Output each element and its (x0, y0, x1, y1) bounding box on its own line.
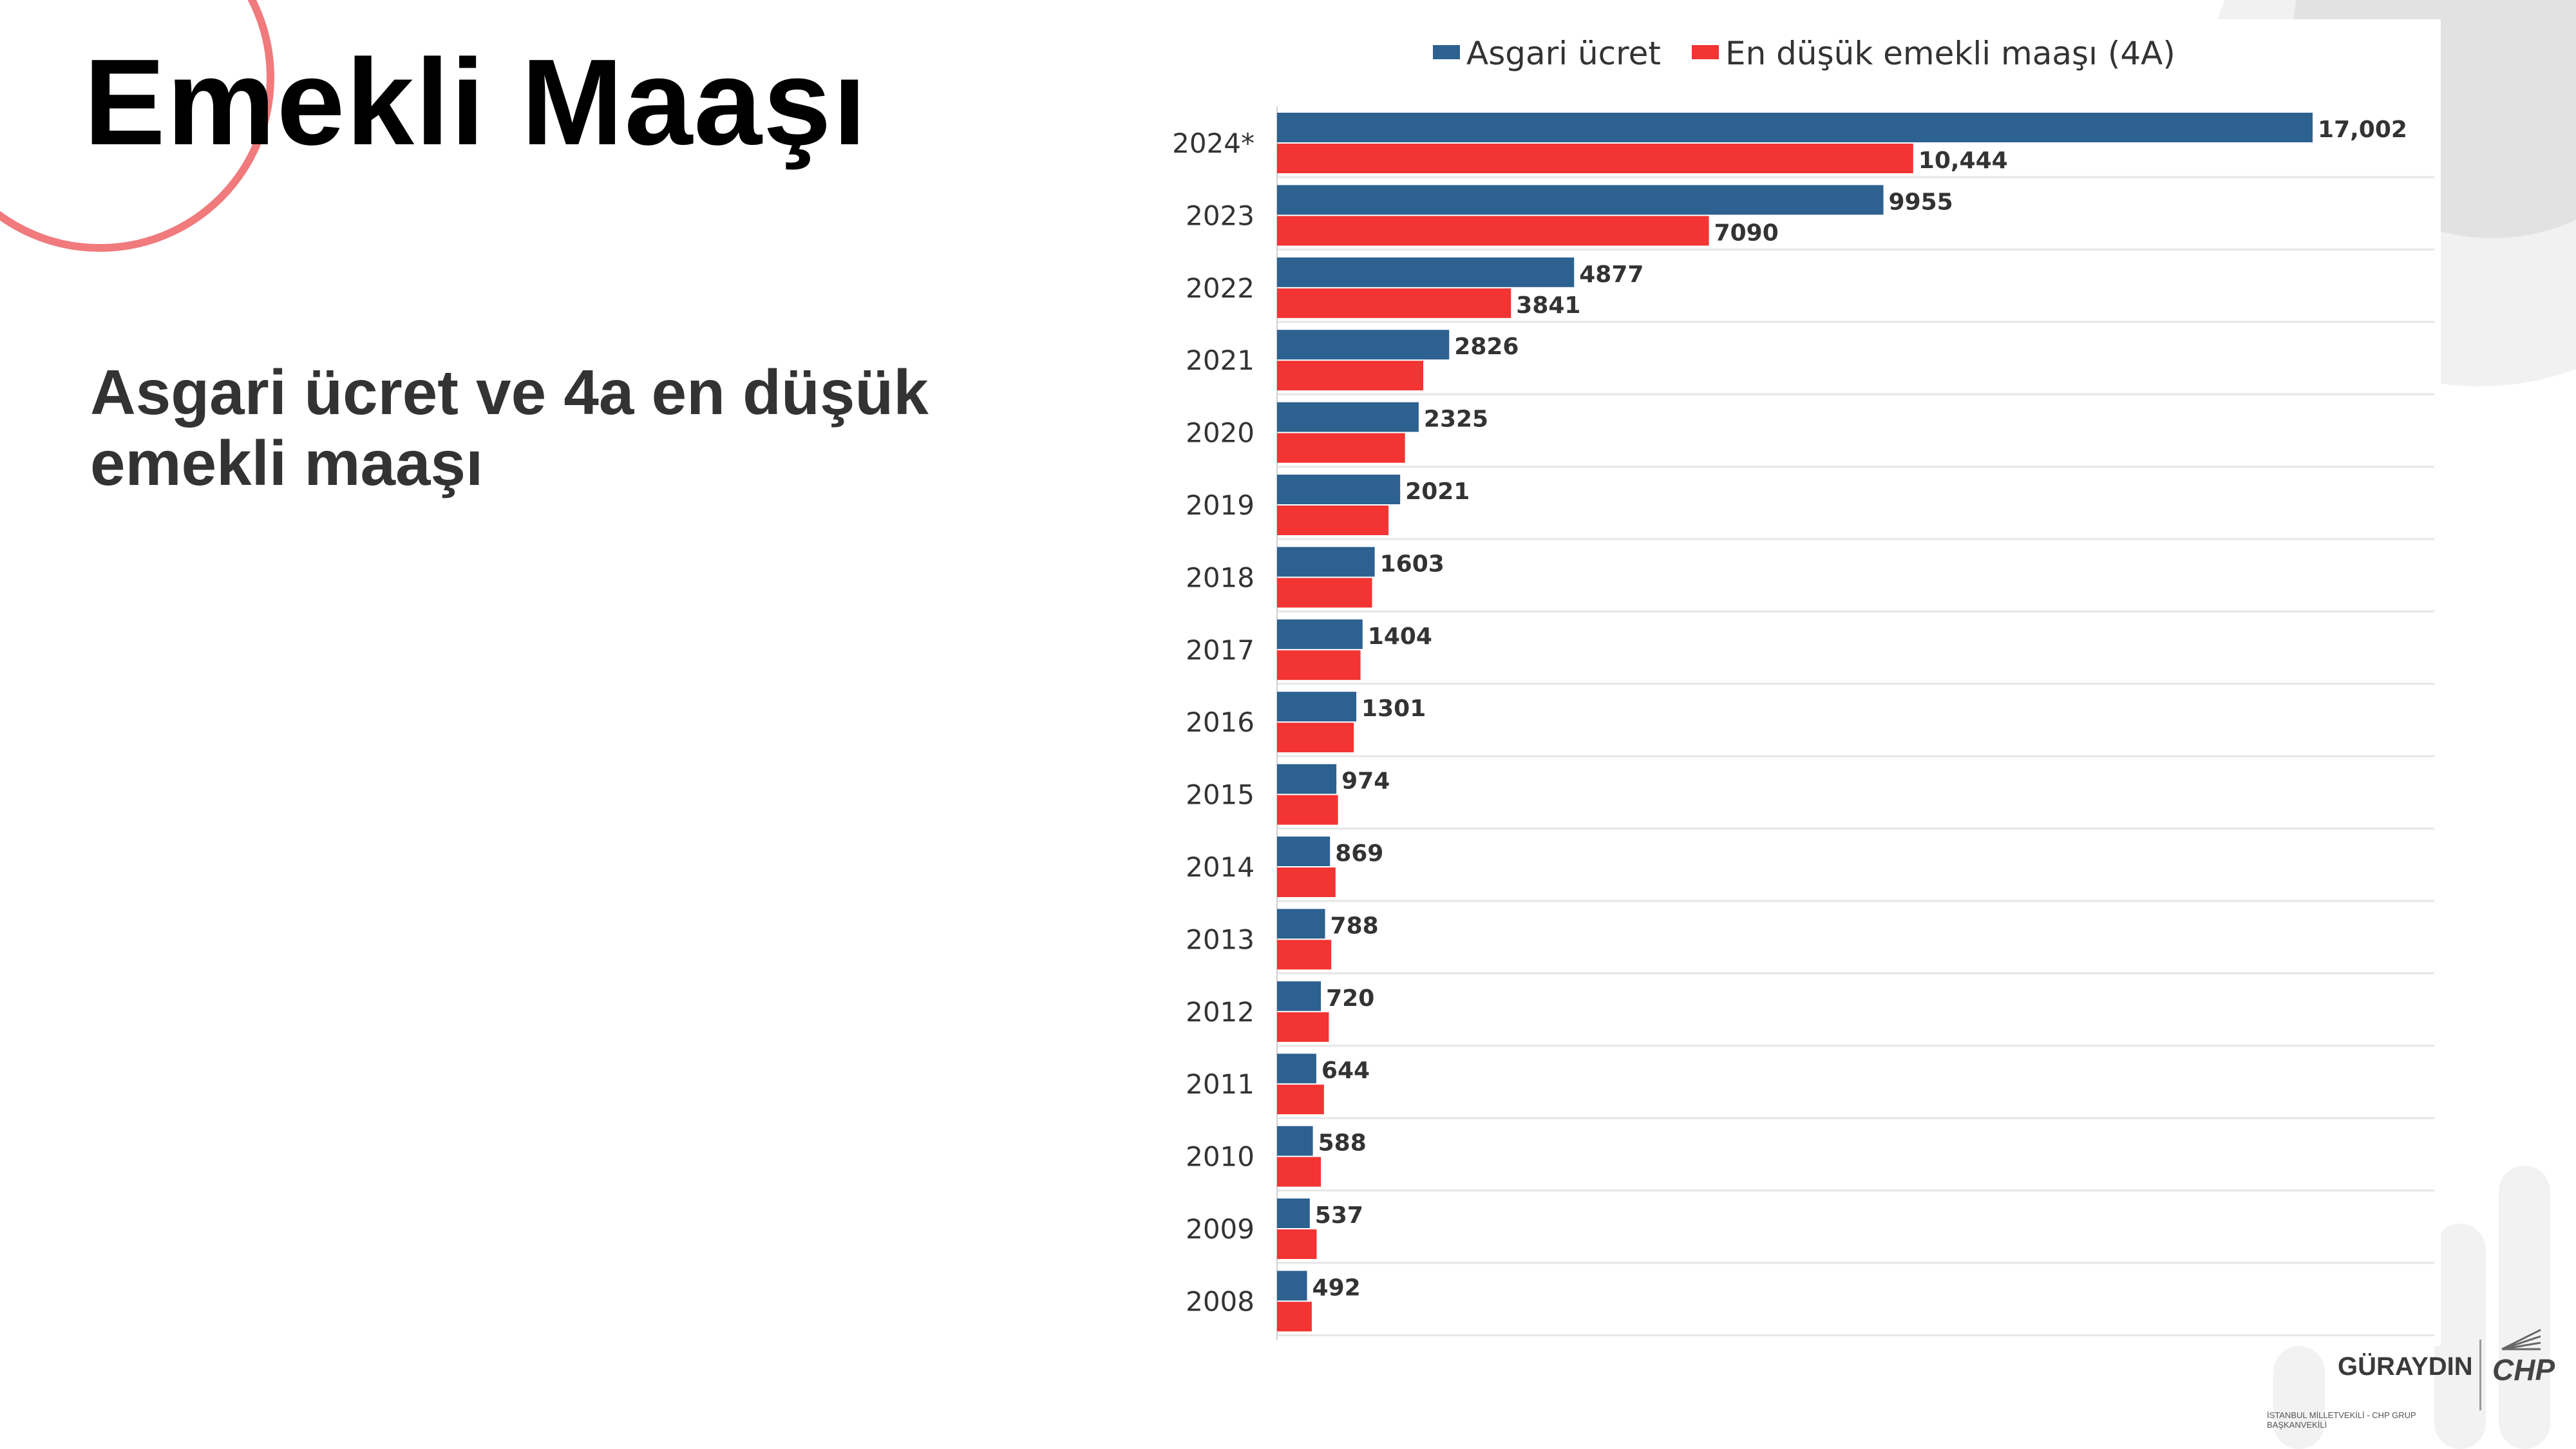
brand-separator (2479, 1340, 2481, 1410)
chart-y-ticks: 2024* 2023 2022 2021 2020 2019 2018 2017 2016 201… (1172, 128, 1255, 1317)
y-tick-label: 2020 (1186, 417, 1255, 449)
data-label: 17,002 (2318, 117, 2407, 143)
data-label: 788 (1331, 913, 1379, 939)
bar-asgari-ucret (1277, 764, 1337, 794)
party-logo-text: CHP (2492, 1353, 2555, 1387)
bar-emekli-maasi (1277, 867, 1336, 897)
data-label: 588 (1318, 1130, 1367, 1157)
data-label: 10,444 (1918, 147, 2008, 174)
y-tick-label: 2012 (1186, 996, 1255, 1028)
y-tick-label: 2014 (1186, 851, 1255, 883)
page-subtitle: Asgari ücret ve 4a en düşük emekli maaşı (90, 357, 992, 499)
bar-emekli-maasi (1277, 1229, 1317, 1259)
bar-emekli-maasi (1277, 506, 1389, 535)
bar-asgari-ucret (1277, 692, 1357, 722)
data-label: 974 (1341, 768, 1390, 795)
chart-legend: Asgari ücret En düşük emekli maaşı (4A) (1433, 35, 2175, 72)
y-tick-label: 2013 (1186, 923, 1255, 955)
bar-asgari-ucret (1277, 1271, 1307, 1301)
bar-emekli-maasi (1277, 795, 1338, 825)
gray-column-1 (2273, 1346, 2325, 1449)
data-label: 2826 (1454, 334, 1519, 360)
bar-emekli-maasi (1277, 1012, 1329, 1042)
page-title: Emekli Maaşı (84, 34, 868, 171)
brand-block: GÜRAYDIN CHP İSTANBUL MİLLETVEKİLİ - CHP… (2267, 1327, 2555, 1430)
data-label: 9955 (1889, 189, 1953, 215)
y-tick-label: 2015 (1186, 779, 1255, 811)
data-label: 644 (1321, 1057, 1370, 1084)
bar-asgari-ucret (1277, 1054, 1316, 1084)
bar-emekli-maasi (1277, 216, 1709, 246)
legend-swatch-0 (1433, 45, 1460, 59)
data-label: 4877 (1579, 261, 1643, 288)
chart-bars (1277, 113, 2313, 1332)
data-label: 2021 (1405, 478, 1470, 505)
bar-emekli-maasi (1277, 1302, 1312, 1332)
data-label: 1603 (1380, 551, 1444, 577)
data-label: 869 (1335, 840, 1383, 867)
y-tick-label: 2022 (1186, 272, 1255, 304)
legend-swatch-1 (1691, 45, 1719, 59)
bar-emekli-maasi (1277, 723, 1354, 753)
brand-name: GÜRAYDIN (2338, 1352, 2473, 1381)
chp-arrows-icon (2501, 1329, 2541, 1350)
bar-asgari-ucret (1277, 837, 1331, 866)
bar-emekli-maasi (1277, 433, 1405, 463)
bar-emekli-maasi (1277, 650, 1361, 680)
subtitle-line-1: Asgari ücret ve 4a en düşük (90, 357, 929, 428)
bar-asgari-ucret (1277, 330, 1450, 360)
bar-emekli-maasi (1277, 288, 1511, 318)
y-tick-label: 2009 (1186, 1213, 1255, 1245)
bar-asgari-ucret (1277, 185, 1884, 215)
brand-subtitle: İSTANBUL MİLLETVEKİLİ - CHP GRUP BAŞKANV… (2267, 1410, 2416, 1430)
bar-emekli-maasi (1277, 578, 1372, 608)
y-tick-label: 2023 (1186, 200, 1255, 231)
bar-emekli-maasi (1277, 144, 1913, 173)
chart-grid (1276, 106, 2434, 1340)
bar-asgari-ucret (1277, 619, 1363, 649)
data-label: 3841 (1516, 292, 1580, 319)
legend-label-1: En düşük emekli maaşı (4A) (1725, 35, 2175, 72)
bar-asgari-ucret (1277, 1126, 1313, 1156)
data-label: 537 (1315, 1202, 1363, 1229)
bar-asgari-ucret (1277, 1198, 1310, 1228)
data-label: 492 (1312, 1274, 1361, 1301)
bar-asgari-ucret (1277, 547, 1375, 577)
data-label: 720 (1326, 985, 1374, 1012)
y-tick-label: 2018 (1186, 562, 1255, 593)
bar-asgari-ucret (1277, 113, 2313, 142)
y-tick-label: 2010 (1186, 1141, 1255, 1173)
bar-asgari-ucret (1277, 981, 1321, 1011)
chart-data-labels: 17,002 10,444 9955 7090 4877 3841 2826 2325 2021… (1312, 117, 2407, 1301)
y-tick-label: 2011 (1186, 1068, 1255, 1100)
accent-circle (0, 0, 274, 252)
legend-label-0: Asgari ücret (1466, 35, 1661, 72)
y-tick-label: 2024* (1172, 128, 1255, 159)
subtitle-line-2: emekli maaşı (90, 427, 484, 498)
bar-emekli-maasi (1277, 361, 1423, 391)
data-label: 1301 (1361, 696, 1426, 722)
y-tick-label: 2016 (1186, 706, 1255, 738)
bar-emekli-maasi (1277, 1084, 1324, 1115)
bar-chart: Asgari ücret En düşük emekli maaşı (4A) 2… (1153, 19, 2441, 1346)
gray-column-3 (2499, 1166, 2550, 1449)
data-label: 7090 (1714, 220, 1779, 246)
bar-asgari-ucret (1277, 909, 1325, 939)
bar-asgari-ucret (1277, 402, 1419, 432)
bar-emekli-maasi (1277, 1157, 1321, 1187)
y-tick-label: 2017 (1186, 634, 1255, 666)
bar-asgari-ucret (1277, 475, 1401, 504)
y-tick-label: 2021 (1186, 345, 1255, 376)
data-label: 2325 (1424, 406, 1488, 433)
gray-column-2 (2434, 1224, 2486, 1449)
y-tick-label: 2019 (1186, 489, 1255, 521)
data-label: 1404 (1368, 623, 1432, 650)
bar-asgari-ucret (1277, 257, 1575, 287)
bar-emekli-maasi (1277, 940, 1332, 970)
y-tick-label: 2008 (1186, 1285, 1255, 1317)
